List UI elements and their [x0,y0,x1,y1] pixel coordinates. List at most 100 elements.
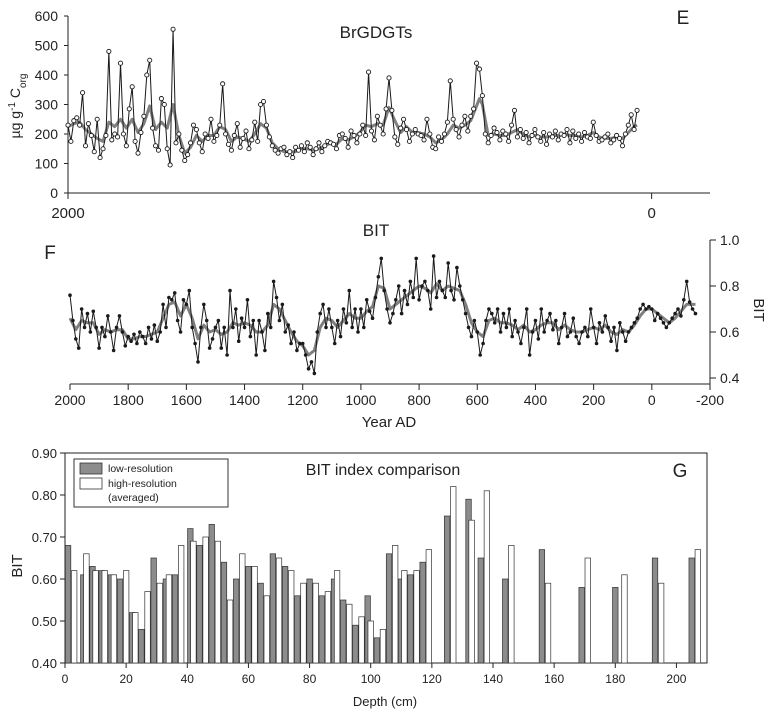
panel-f-x-label: Year AD [362,414,417,431]
panel-f-point [443,295,448,300]
panel-f-point [82,325,87,330]
panel-e-raw-line [67,29,638,166]
panel-e-point [120,131,126,137]
panel-f-point [620,330,625,334]
panel-e-point [106,48,112,54]
panel-f-letter: F [44,243,56,264]
panel-e-point [549,134,555,140]
panel-e-point [185,152,191,158]
panel-e-point [260,99,267,105]
panel-f-point [132,332,136,337]
panel-f-point [370,316,375,321]
panel-g-bar-low [233,578,240,664]
panel-f-point [76,346,81,350]
panel-e-point [395,141,401,147]
panel-e-point [214,132,220,139]
panel-f-point [379,256,384,261]
panel-e-y-axis: 0 100 200 300 400 500 600 [35,8,68,201]
panel-f-point [600,330,605,334]
panel-e-point [193,127,199,133]
panel-e-point [147,57,153,63]
panel-f-point [167,295,171,300]
panel-g-y-label: BIT [9,554,26,577]
panel-e-point [491,125,497,131]
panel-f-point [231,325,235,330]
panel-e-y-tick-label: 0 [50,185,58,201]
panel-e-x-tick-label: 0 [647,205,655,222]
panel-g-bar-low [294,595,301,664]
panel-f-point [367,309,372,314]
panel-e-point [590,119,596,125]
panel-g-bar-low [477,557,484,664]
panel-f-point [204,318,209,323]
panel-e-point [526,140,532,146]
panel-g-bar-high [468,519,475,664]
panel-f-point [251,318,256,323]
panel-g-bar-low [64,545,72,664]
panel-e-point [103,132,109,139]
panel-f-point [414,256,418,261]
panel-f-point [591,325,596,330]
panel-f-point [187,288,192,293]
panel-e-point [409,131,415,137]
panel-e-point [158,96,164,102]
panel-e-point [199,149,205,155]
panel-g-bar-high [165,574,173,664]
panel-e-point [374,113,380,119]
panel-g-bar-high [392,545,399,664]
panel-g-bar-high [413,570,420,664]
panel-e-point [436,134,442,140]
panel-e-point [316,140,322,146]
panel-e-point [272,147,278,153]
panel-f-point [603,314,608,318]
panel-e-point [123,143,129,149]
panel-g-bar-low [651,557,659,664]
panel-g-x-tick-label: 180 [605,672,625,686]
panel-f-point [312,371,317,376]
panel-g-y-tick-label: 0.70 [32,530,57,545]
panel-f-point [490,311,494,316]
panel-f-point [623,339,628,344]
panel-e-point [205,135,211,141]
panel-e-point [473,60,480,66]
panel-e-point [243,128,249,134]
panel-f-smooth-line [68,282,696,357]
panel-e-brgdgts: 0 100 200 300 400 500 600 2000 0 BrGDGTs E µg g… [7,8,710,222]
panel-g-bar-high [584,557,591,664]
panel-e-point [383,106,389,112]
panel-e-point [622,131,628,137]
panel-e-point [275,150,281,156]
panel-g-bit-comparison: 0.40 0.50 0.60 0.70 0.80 0.90 0 20 40 60 80 100 120… [9,446,708,709]
panel-g-bar-low [407,574,414,664]
panel-f-point [606,325,610,330]
panel-g-bar-low [419,561,426,664]
panel-f-point [385,307,389,311]
panel-e-point [403,127,410,133]
panel-f-point [431,254,436,258]
panel-e-point [85,121,91,127]
panel-e-point [471,106,477,112]
panel-f-point [126,334,130,339]
legend-swatch-low [79,462,103,475]
panel-e-point [616,135,623,141]
panel-e-point [494,129,500,136]
panel-f-point [684,279,689,284]
panel-e-point [228,147,234,153]
panel-g-x-tick-label: 200 [666,672,686,686]
panel-e-point [307,144,313,150]
panel-e-point [561,132,567,139]
panel-f-point [618,321,622,325]
panel-e-point [237,144,243,150]
panel-f-point [158,330,162,334]
panel-f-point [626,330,631,334]
panel-f-point [551,327,555,332]
panel-f-point [446,261,450,265]
panel-g-y-tick-label: 0.50 [32,614,57,629]
panel-e-point [453,127,459,133]
panel-f-point [306,367,311,371]
panel-f-point [138,330,142,334]
panel-f-point [117,314,122,318]
panel-e-point [634,107,640,113]
panel-e-point [304,140,310,146]
panel-f-point [399,311,404,316]
